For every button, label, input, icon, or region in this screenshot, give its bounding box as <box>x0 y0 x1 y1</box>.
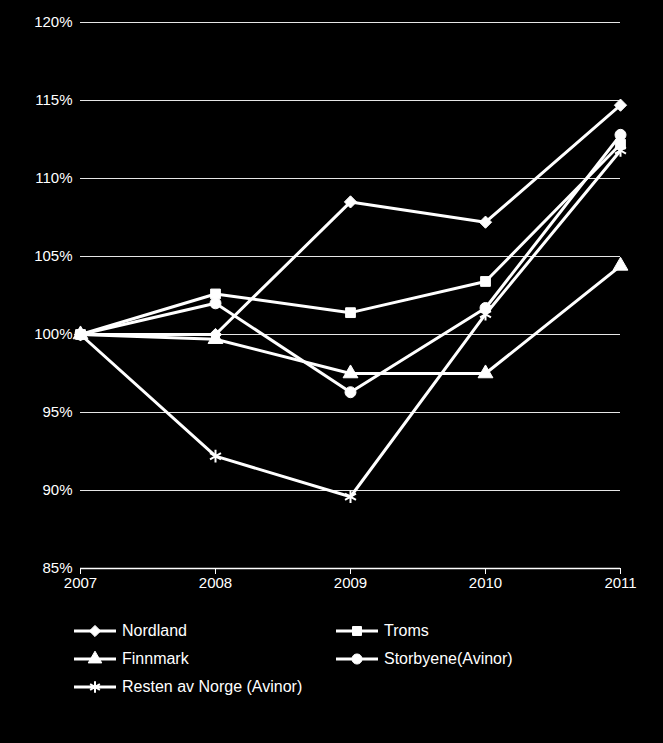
svg-text:120%: 120% <box>34 13 72 30</box>
svg-text:95%: 95% <box>42 403 72 420</box>
svg-text:90%: 90% <box>42 481 72 498</box>
svg-text:100%: 100% <box>34 325 72 342</box>
svg-text:2010: 2010 <box>469 574 502 591</box>
svg-text:105%: 105% <box>34 247 72 264</box>
html-text:Storbyene(Avinor): Storbyene(Avinor) <box>384 650 513 667</box>
html-text:Resten av Norge (Avinor): Resten av Norge (Avinor) <box>122 678 303 695</box>
html-text:Troms: Troms <box>384 622 429 639</box>
svg-text:110%: 110% <box>35 169 72 186</box>
html-text:Finnmark: Finnmark <box>122 650 189 667</box>
svg-text:85%: 85% <box>42 559 73 577</box>
svg-text:2007: 2007 <box>64 574 97 591</box>
svg-text:115%: 115% <box>35 91 72 108</box>
svg-text:2011: 2011 <box>604 574 636 591</box>
svg-text:2009: 2009 <box>334 574 367 591</box>
html-text:Nordland: Nordland <box>122 622 187 639</box>
svg-text:2008: 2008 <box>199 574 232 591</box>
